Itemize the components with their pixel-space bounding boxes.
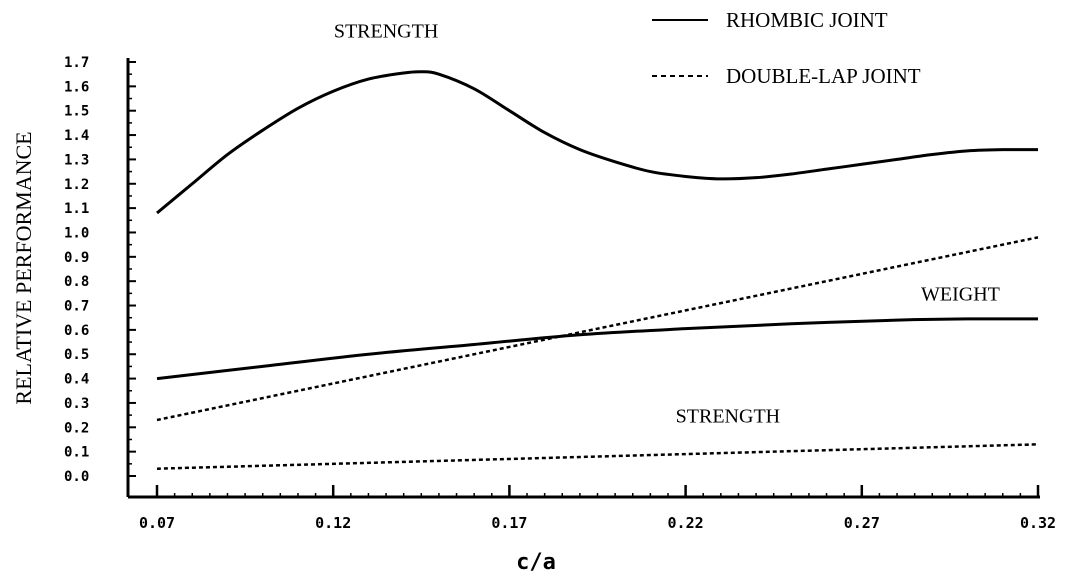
y-tick-label: 1.6 xyxy=(64,79,89,95)
x-tick-label: 0.12 xyxy=(315,514,351,532)
annotation-label: WEIGHT xyxy=(921,284,1000,306)
series-line-2 xyxy=(156,236,1039,422)
y-tick-label: 0.1 xyxy=(64,445,89,461)
y-axis-title: RELATIVE PERFORMANCE xyxy=(11,131,36,404)
x-tick-label: 0.07 xyxy=(139,514,175,532)
annotations: STRENGTH WEIGHT STRENGTH xyxy=(334,21,1000,428)
y-tick-label: 0.0 xyxy=(64,469,89,485)
y-tick-label: 0.2 xyxy=(64,420,89,436)
y-tick-label: 1.2 xyxy=(64,177,89,193)
series-line-0 xyxy=(156,70,1039,215)
y-tick-label: 0.6 xyxy=(64,323,89,339)
y-tick-label: 0.7 xyxy=(64,299,89,315)
y-tick-label: 0.3 xyxy=(64,396,89,412)
y-tick-label: 0.4 xyxy=(64,372,89,388)
y-tick-label: 0.5 xyxy=(64,347,89,363)
y-tick-label: 1.3 xyxy=(64,152,89,168)
legend-label: DOUBLE-LAP JOINT xyxy=(726,64,921,88)
x-tick-label: 0.27 xyxy=(844,514,880,532)
y-tick-label: 1.1 xyxy=(64,201,89,217)
axes: 0.0 0.1 0.2 0.3 0.4 0.5 0.6 0.7 0.8 0.9 1.0 1.1 1.2 1… xyxy=(64,55,1056,532)
y-tick-label: 0.9 xyxy=(64,250,89,266)
legend: RHOMBIC JOINT DOUBLE-LAP JOINT xyxy=(652,8,921,88)
x-tick-label: 0.17 xyxy=(491,514,527,532)
annotation-label: STRENGTH xyxy=(334,21,438,43)
x-tick-label: 0.22 xyxy=(668,514,704,532)
y-tick-label: 1.5 xyxy=(64,104,89,120)
y-tick-label: 0.8 xyxy=(64,274,89,290)
y-tick-label: 1.0 xyxy=(64,225,89,241)
legend-label: RHOMBIC JOINT xyxy=(726,8,888,32)
x-axis-title: c/a xyxy=(516,550,556,575)
series-line-1 xyxy=(156,317,1039,381)
series-line-3 xyxy=(156,443,1039,470)
series-layer xyxy=(156,70,1039,470)
y-tick-label: 1.4 xyxy=(64,128,89,144)
x-tick-label: 0.32 xyxy=(1020,514,1056,532)
annotation-label: STRENGTH xyxy=(676,405,780,427)
y-tick-label: 1.7 xyxy=(64,55,89,71)
